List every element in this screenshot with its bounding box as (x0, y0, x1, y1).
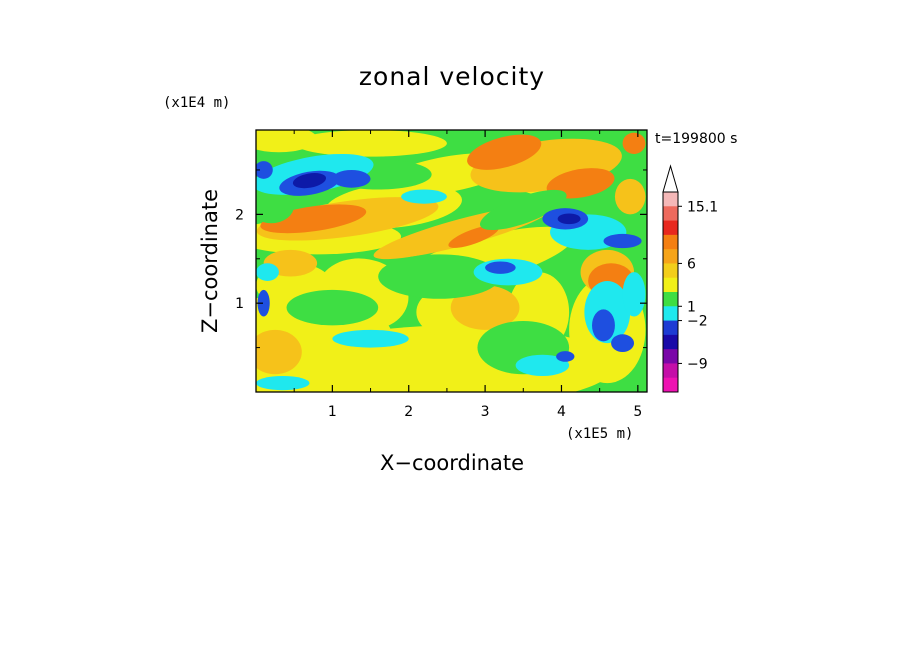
colorbar-swatch (663, 320, 678, 336)
field-region (603, 233, 642, 249)
colorbar-swatch (663, 192, 678, 207)
y-axis-ticks: 12 (235, 169, 647, 349)
field-region (256, 187, 295, 224)
y-unit-label: (x1E4 m) (163, 95, 230, 111)
field-region (401, 189, 447, 204)
colorbar-level-label: 15.1 (687, 199, 718, 215)
time-label: t=199800 s (655, 131, 737, 147)
contour-field (256, 130, 647, 392)
field-region (450, 285, 520, 330)
y-tick-label: 2 (235, 207, 244, 223)
colorbar-swatch (663, 277, 678, 293)
colorbar-swatch (663, 363, 678, 379)
field-region (479, 189, 567, 230)
field-region (556, 351, 575, 362)
field-region (622, 132, 646, 154)
plot-frame (255, 129, 648, 393)
y-tick-label: 1 (235, 296, 244, 312)
y-axis-label: Z−coordinate (198, 189, 222, 333)
colorbar-level-label: −9 (687, 356, 708, 372)
colorbar-extend-arrow (662, 164, 679, 193)
colorbar-level-label: 6 (687, 256, 696, 272)
field-region (485, 261, 516, 274)
colorbar-swatch (663, 292, 678, 307)
field-region (292, 173, 327, 189)
colorbar-swatch (663, 377, 678, 393)
colorbar-swatch (663, 249, 678, 264)
field-region (257, 289, 270, 317)
field-region (557, 213, 581, 225)
field-region (256, 161, 273, 179)
x-axis-ticks: 1 2 3 4 5 (293, 130, 642, 420)
field-blobs (256, 130, 646, 392)
field-region (611, 334, 635, 353)
chart-title: zonal velocity (359, 62, 545, 91)
x-tick-label: 1 (328, 404, 337, 420)
x-tick-label: 2 (404, 404, 413, 420)
field-region (332, 329, 409, 348)
x-tick-label: 4 (557, 404, 566, 420)
field-region (286, 289, 379, 326)
x-tick-label: 3 (481, 404, 490, 420)
colorbar-swatch (663, 234, 678, 250)
x-tick-label: 5 (633, 404, 642, 420)
colorbar-swatch (663, 220, 678, 236)
field-region (622, 272, 646, 317)
colorbar-swatch (663, 334, 678, 350)
field-region (448, 225, 499, 248)
field-region (546, 168, 615, 199)
field-region (614, 178, 646, 215)
colorbar-swatch (663, 206, 678, 221)
colorbar-frame (662, 191, 679, 393)
colorbar-swatch (663, 306, 678, 321)
colorbar-level-label: −2 (687, 314, 708, 330)
field-region (332, 169, 371, 188)
colorbar-swatch (663, 263, 678, 279)
colorbar-swatch (663, 349, 678, 364)
field-region (256, 263, 279, 281)
field-region (256, 329, 302, 375)
field-region (515, 354, 570, 377)
field-region (256, 376, 310, 391)
x-axis-label: X−coordinate (380, 451, 524, 475)
x-unit-label: (x1E5 m) (566, 426, 633, 442)
field-region (467, 134, 542, 170)
field-region (592, 309, 615, 342)
colorbar: 15.1 6 1−2 −9 (662, 164, 718, 393)
colorbar-level-label: 1 (687, 299, 696, 315)
field-region (378, 254, 501, 299)
